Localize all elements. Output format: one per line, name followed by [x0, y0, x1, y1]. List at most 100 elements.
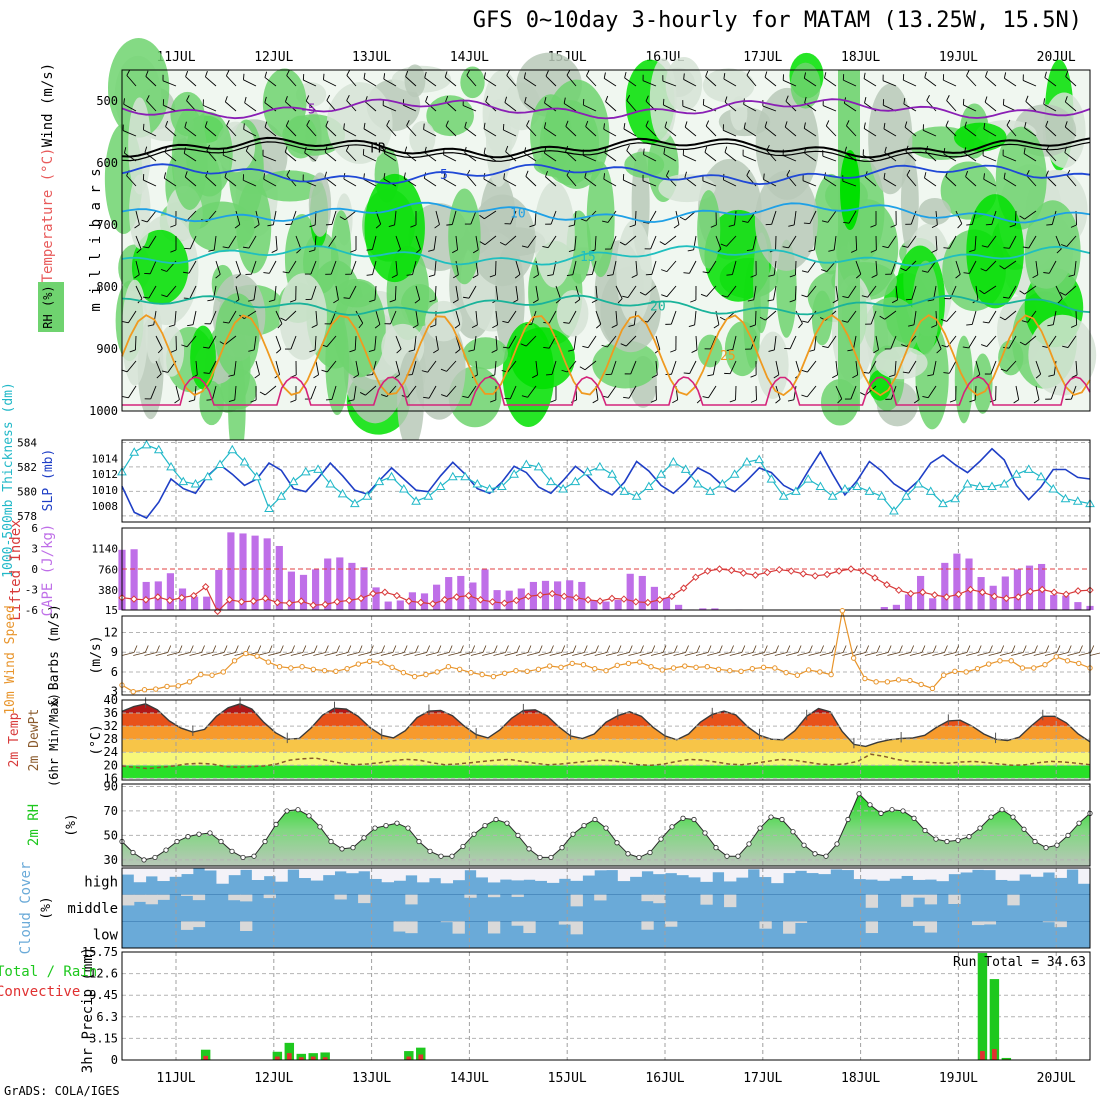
wind10m-barb-flag — [381, 645, 385, 653]
cloud-cell — [1019, 868, 1032, 875]
wind-barb-flag — [891, 299, 898, 304]
wind-barb-flag — [343, 123, 345, 130]
wind-barb-shaft — [363, 178, 377, 187]
cloud-cell — [240, 921, 253, 932]
wind10m-barb-flag — [842, 645, 847, 653]
wind-barb-shaft — [983, 178, 997, 187]
wind-barb-flag — [773, 374, 780, 379]
cloud-cell — [133, 868, 147, 883]
wind-barb-flag — [504, 96, 507, 103]
cloud-cell — [263, 868, 276, 877]
wind10m-barb-flag — [763, 645, 768, 653]
wind-barb — [682, 100, 697, 112]
wind-barb-shaft — [935, 235, 938, 250]
wind-barb-flag — [345, 145, 350, 152]
wind-barb-shaft — [789, 335, 797, 349]
wind10m-barb — [785, 645, 802, 656]
wind10m-marker — [479, 671, 485, 678]
cloud-cell — [487, 894, 501, 898]
wind-barb — [248, 285, 257, 302]
rh-shade-cell — [409, 121, 436, 156]
wind10m-barb-flag — [696, 645, 701, 653]
cloud-cell — [1030, 868, 1044, 877]
wind-barb-flag — [359, 392, 366, 396]
wind-barb — [565, 120, 577, 137]
wind-barb — [1021, 310, 1037, 323]
wind-barb-flag — [161, 370, 168, 373]
wind10m-barb-flag — [955, 645, 960, 653]
wind-barb-flag — [623, 122, 626, 130]
wind-barb — [983, 173, 997, 187]
wind-barb — [441, 385, 457, 397]
wind-barb-flag — [728, 224, 735, 227]
cape-bar — [469, 582, 477, 610]
rh-shade-cell — [624, 151, 665, 179]
wind-barb-flag — [724, 146, 728, 153]
wind-barb-flag — [374, 324, 381, 329]
wind-barb — [1042, 335, 1057, 349]
wind-barb-shaft — [882, 80, 897, 87]
wind-barb-flag — [825, 120, 830, 127]
wind-barb — [163, 172, 177, 187]
rh-shade-cell — [790, 62, 821, 109]
wind-barb-flag — [983, 173, 985, 180]
li-marker — [835, 567, 843, 575]
wind-barb-shaft — [464, 152, 477, 162]
cloud-cell — [499, 868, 513, 880]
wind-barb-shaft — [508, 335, 517, 349]
wind-barb-shaft — [793, 385, 797, 400]
rh-marker — [636, 854, 642, 861]
wind-barb-shaft — [1004, 310, 1017, 321]
wind-barb-flag — [603, 123, 605, 130]
wind10m-marker — [209, 672, 215, 678]
wind10m-marker — [760, 664, 767, 671]
wind-barb — [722, 124, 737, 137]
rh-marker — [735, 853, 741, 859]
wind-barb-shaft — [331, 210, 337, 225]
wind-barb-shaft — [374, 285, 377, 300]
rh-shade-cell — [107, 38, 170, 138]
precip-total-bar — [977, 953, 988, 1060]
thickness-marker — [852, 481, 863, 491]
wind10m-barb — [617, 645, 633, 656]
wind-barb-shaft — [186, 210, 197, 222]
wind-barb-flag — [582, 345, 589, 349]
wind-barb — [626, 144, 637, 162]
wind-barb-shaft — [807, 360, 817, 373]
wind-barb-shaft — [1055, 285, 1063, 299]
wind-barb — [532, 360, 538, 379]
cloud-cell — [712, 868, 725, 873]
wind-barb-shaft — [275, 360, 280, 375]
wind10m-barb-shaft — [1089, 652, 1100, 656]
thickness-marker — [950, 493, 961, 503]
wind10m-marker — [997, 658, 1003, 664]
wind-barb-shaft — [275, 310, 283, 324]
wind-barb-flag — [253, 224, 260, 229]
thickness-marker — [582, 466, 593, 476]
wind-barb-shaft — [1025, 101, 1037, 112]
rh-shade-cell — [185, 111, 233, 197]
wind-barb-flag — [563, 97, 566, 104]
wind-barb-flag — [204, 71, 208, 77]
wind-barb — [546, 360, 557, 376]
wind-barb-flag — [861, 295, 868, 298]
wind-barb-flag — [208, 249, 215, 252]
wind-barb-shaft — [670, 310, 677, 325]
wind-barb-shaft — [205, 176, 217, 187]
wind-barb — [142, 285, 157, 299]
wind-barb-shaft — [935, 310, 938, 326]
wind-barb-flag — [122, 396, 129, 399]
wind-barb — [835, 385, 843, 404]
wind10m-barb-shaft — [1056, 652, 1069, 656]
wind-barb-shaft — [188, 260, 197, 274]
cape-bar — [251, 535, 259, 610]
rh-marker — [1032, 838, 1038, 845]
isotherm-line — [121, 245, 1091, 267]
rh-shade-cell — [279, 273, 327, 360]
wind-barb-shaft — [887, 235, 897, 248]
wind-barb-flag — [789, 299, 796, 303]
wind-barb-shaft — [326, 100, 337, 112]
wind-barb — [466, 69, 477, 87]
wind-barb-flag — [966, 224, 973, 226]
wind10m-barb-shaft — [594, 652, 607, 656]
